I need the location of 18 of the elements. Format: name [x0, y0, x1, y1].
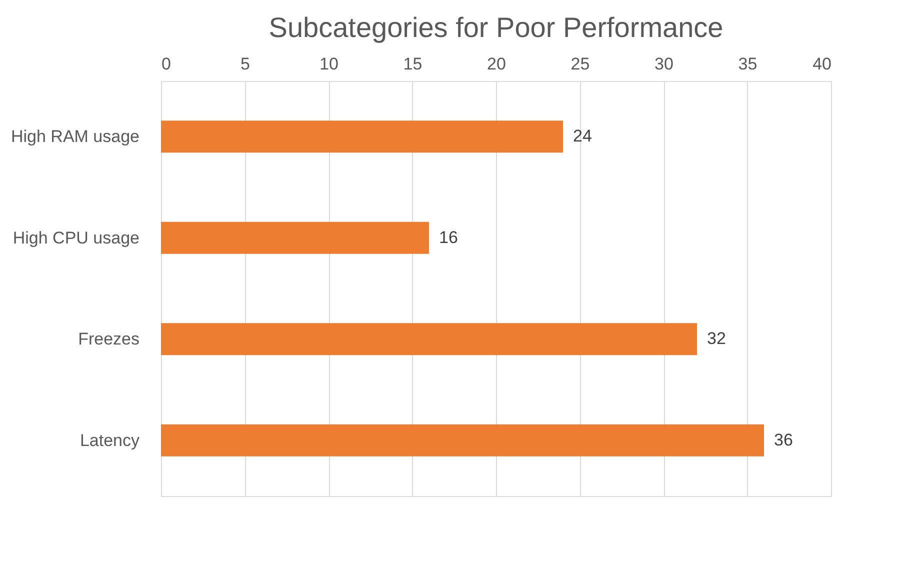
y-tick-label: Latency: [80, 430, 140, 450]
data-label: 36: [774, 430, 793, 450]
data-label: 32: [707, 329, 726, 348]
x-tick-label: 20: [487, 54, 506, 74]
y-tick-label: High RAM usage: [10, 127, 140, 146]
y-tick-label: High CPU usage: [12, 228, 140, 248]
data-label: 16: [439, 228, 458, 247]
x-tick-label: 15: [403, 54, 422, 74]
x-tick-label: 30: [654, 54, 674, 74]
chart-title: Subcategories for Poor Performance: [268, 12, 724, 43]
data-label: 24: [573, 126, 592, 146]
x-tick-label: 0: [162, 54, 171, 74]
x-tick-label: 40: [812, 54, 832, 74]
x-tick-label: 25: [570, 54, 590, 74]
y-tick-label: Freezes: [78, 330, 140, 349]
x-tick-label: 5: [240, 54, 250, 74]
x-tick-label: 10: [320, 54, 338, 74]
x-tick-label: 35: [738, 54, 758, 74]
